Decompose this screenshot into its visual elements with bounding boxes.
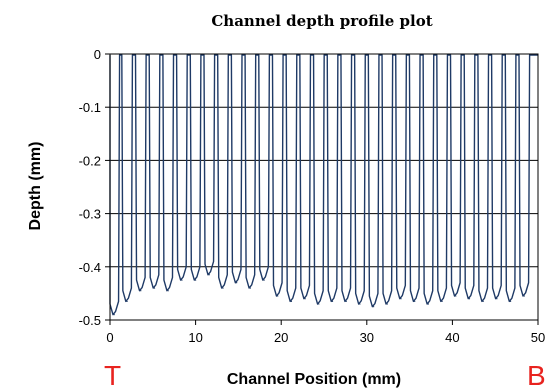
y-tick-label: -0.1 [79,100,101,115]
channel-floor-point [510,300,512,302]
channel-floor-point [181,279,183,281]
y-tick-label: -0.5 [79,313,101,328]
chart-title: Channel depth profile plot [211,12,432,30]
channel-floor-point [304,298,306,300]
y-tick-label: -0.4 [79,260,101,275]
channel-floor-point [468,298,471,300]
y-tick-label: -0.2 [79,153,101,168]
channel-floor-point [455,295,457,297]
series-depth-profile [109,54,538,316]
series-line [109,54,538,316]
plot-frame [109,53,539,321]
channel-floor-point [318,303,320,305]
channel-floor-point [208,274,210,276]
x-axis-title: Channel Position (mm) [227,371,401,388]
channel-floor-point [386,303,388,305]
axis-ticks: 0 -0.1 -0.2 -0.3 -0.4 -0.5 0 10 20 30 40 50 [79,47,546,345]
channel-floor-point [345,300,347,302]
channel-floor-point [290,300,293,302]
y-tick-label: -0.3 [79,207,101,222]
end-label-right: B [527,360,546,391]
channel-floor-point [441,300,443,302]
x-tick-label: 0 [106,330,113,345]
channel-floor-point [263,279,265,281]
channel-floor-point [195,279,197,281]
channel-floor-point [236,282,238,284]
channel-floor-point [414,300,416,302]
channel-floor-point [277,295,279,297]
channel-floor-point [249,287,251,289]
channel-floor-point [373,306,375,308]
channel-floor-point [400,298,402,300]
channel-floor-point [496,298,498,300]
channel-floor-point [331,300,334,302]
channel-floor-point [359,303,361,305]
channel-floor-point [427,303,430,305]
y-tick-label: 0 [94,47,101,62]
x-tick-label: 30 [360,330,374,345]
x-tick-label: 10 [188,330,202,345]
channel-floor-point [523,295,525,297]
channel-floor-point [113,314,115,316]
x-tick-label: 40 [445,330,459,345]
end-label-left: T [104,360,121,391]
channel-floor-point [153,287,156,289]
channel-floor-point [167,290,169,292]
channel-floor-point [140,290,142,292]
x-tick-label: 50 [531,330,545,345]
channel-floor-point [222,287,224,289]
y-axis-title: Depth (mm) [27,142,44,231]
channel-floor-point [126,300,128,302]
x-tick-label: 20 [274,330,288,345]
channel-floor-point [482,300,484,302]
